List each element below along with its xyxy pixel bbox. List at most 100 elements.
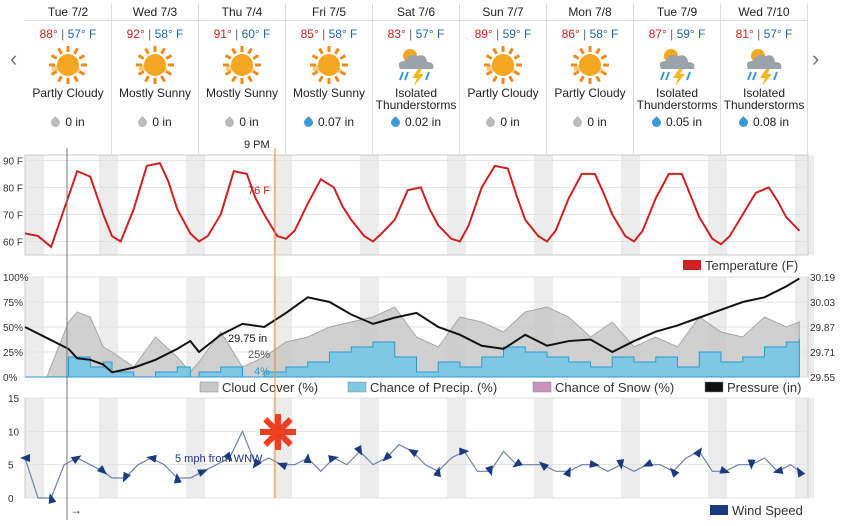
wind-direction-arrow bbox=[173, 473, 182, 484]
wind-direction-arrow bbox=[96, 465, 108, 475]
night-band bbox=[446, 155, 467, 255]
day-column[interactable]: Sat 7/6 83° | 57° F Isolated Thunderstor… bbox=[373, 4, 460, 154]
night-band bbox=[794, 155, 815, 255]
next-arrow-icon[interactable]: › bbox=[812, 46, 820, 71]
day-label: Tue 7/9 bbox=[634, 4, 720, 21]
low-temp: 59° F bbox=[676, 27, 706, 41]
thunderstorm-icon bbox=[655, 43, 699, 87]
cursor-wind-label: 5 mph from WNW bbox=[175, 453, 263, 465]
precip-amount: 0 in bbox=[239, 115, 259, 129]
sun-icon bbox=[307, 43, 351, 87]
night-band bbox=[446, 398, 467, 498]
percent-tick-label: 50% bbox=[3, 323, 23, 334]
wind-direction-arrow bbox=[146, 454, 157, 463]
condition-text: Isolated Thunderstorms bbox=[723, 86, 805, 112]
high-temp: 92° bbox=[126, 27, 145, 41]
cursor-cloud-label: 25% bbox=[248, 349, 270, 361]
precip-amount: 0.08 in bbox=[752, 115, 790, 129]
cloud-cover-area bbox=[25, 306, 800, 378]
day-column[interactable]: Tue 7/2 88° | 57° F Partly Cloudy 0 in bbox=[25, 4, 112, 154]
low-temp: 58° F bbox=[589, 27, 619, 41]
night-band bbox=[620, 155, 641, 255]
wind-direction-arrow bbox=[276, 462, 288, 471]
wind-direction-arrow bbox=[459, 447, 470, 456]
temperature-legend-swatch bbox=[683, 260, 701, 270]
day-label: Sun 7/7 bbox=[460, 4, 546, 21]
day-column[interactable]: Tue 7/9 87° | 59° F Isolated Thunderstor… bbox=[634, 4, 721, 154]
thunderstorm-icon bbox=[394, 43, 438, 87]
precip-amount: 0 in bbox=[587, 115, 607, 129]
night-band bbox=[533, 398, 554, 498]
cursor-time-label: 9 PM bbox=[244, 139, 270, 151]
wind-direction-arrow bbox=[796, 467, 806, 478]
wind-direction-arrow bbox=[719, 465, 731, 474]
prev-arrow-icon[interactable]: ‹ bbox=[10, 46, 18, 71]
day-label: Wed 7/3 bbox=[112, 4, 198, 21]
pressure-legend-label: Pressure (in) bbox=[727, 380, 801, 395]
wind-direction-arrow bbox=[252, 458, 262, 469]
temperature-series-line bbox=[24, 161, 801, 249]
wind-direction-arrow bbox=[512, 458, 523, 468]
cursor-temp-label: 76 F bbox=[248, 185, 270, 197]
temp-tick-label: 80 F bbox=[3, 183, 23, 194]
temperature-legend-label: Temperature (F) bbox=[705, 258, 798, 273]
wind-direction-arrow bbox=[538, 461, 550, 471]
cursor-asterisk-icon bbox=[263, 417, 293, 447]
high-temp: 81° bbox=[735, 27, 754, 41]
low-temp: 57° F bbox=[415, 27, 445, 41]
night-band bbox=[707, 398, 728, 498]
wind-direction-arrow bbox=[433, 466, 441, 478]
now-arrow: → bbox=[70, 503, 82, 517]
pressure-tick-label: 29.55 bbox=[810, 373, 835, 384]
condition-text: Mostly Sunny bbox=[205, 86, 279, 100]
wind-legend-label: Wind Speed bbox=[732, 503, 803, 518]
wind-direction-arrow bbox=[223, 451, 233, 462]
night-band bbox=[185, 398, 206, 498]
condition-text: Partly Cloudy bbox=[32, 86, 104, 100]
day-column[interactable]: Sun 7/7 89° | 59° F Partly Cloudy 0 in bbox=[460, 4, 547, 154]
night-band bbox=[25, 398, 45, 498]
wind-tick-label: 5 bbox=[8, 461, 14, 472]
wind-direction-arrow bbox=[48, 493, 57, 504]
cursor-precip-label: 4% bbox=[254, 366, 270, 378]
low-temp: 59° F bbox=[502, 27, 532, 41]
precip-amount: 0 in bbox=[152, 115, 172, 129]
high-temp: 88° bbox=[39, 27, 58, 41]
day-label: Thu 7/4 bbox=[199, 4, 285, 21]
day-column[interactable]: Fri 7/5 85° | 58° F Mostly Sunny 0.07 in bbox=[286, 4, 373, 154]
low-temp: 57° F bbox=[763, 27, 793, 41]
sun-icon bbox=[133, 43, 177, 87]
precip-chance-legend-swatch bbox=[347, 381, 367, 393]
night-band bbox=[707, 155, 728, 255]
day-column[interactable]: Thu 7/4 91° | 60° F Mostly Sunny 0 in bbox=[199, 4, 286, 154]
night-band bbox=[533, 155, 554, 255]
day-column[interactable]: Mon 7/8 86° | 58° F Partly Cloudy 0 in bbox=[547, 4, 634, 154]
night-band bbox=[359, 155, 380, 255]
high-temp: 83° bbox=[387, 27, 406, 41]
panel-border bbox=[24, 397, 809, 499]
wind-direction-arrow bbox=[669, 467, 680, 478]
snow-chance-legend-swatch bbox=[532, 381, 552, 393]
precip-amount: 0.07 in bbox=[317, 115, 355, 129]
cloud-cover-legend-swatch bbox=[199, 381, 219, 393]
pressure-tick-label: 30.19 bbox=[810, 273, 835, 284]
condition-text: Partly Cloudy bbox=[554, 86, 626, 100]
precip-amount: 0.05 in bbox=[665, 115, 703, 129]
night-band bbox=[25, 155, 45, 255]
day-label: Fri 7/5 bbox=[286, 4, 372, 21]
high-temp: 85° bbox=[300, 27, 319, 41]
pressure-series-line bbox=[24, 277, 800, 374]
day-column[interactable]: Wed 7/10 81° | 57° F Isolated Thundersto… bbox=[721, 4, 808, 154]
wind-direction-arrow bbox=[642, 458, 654, 467]
precip-amount: 0 in bbox=[500, 115, 520, 129]
sun-icon bbox=[220, 43, 264, 87]
temp-tick-label: 90 F bbox=[3, 156, 23, 167]
condition-text: Isolated Thunderstorms bbox=[636, 86, 718, 112]
day-column[interactable]: Wed 7/3 92° | 58° F Mostly Sunny 0 in bbox=[112, 4, 199, 154]
condition-text: Mostly Sunny bbox=[118, 86, 192, 100]
high-temp: 87° bbox=[648, 27, 667, 41]
wind-direction-arrow bbox=[772, 466, 784, 475]
pressure-legend-swatch bbox=[704, 381, 724, 393]
high-temp: 86° bbox=[561, 27, 580, 41]
